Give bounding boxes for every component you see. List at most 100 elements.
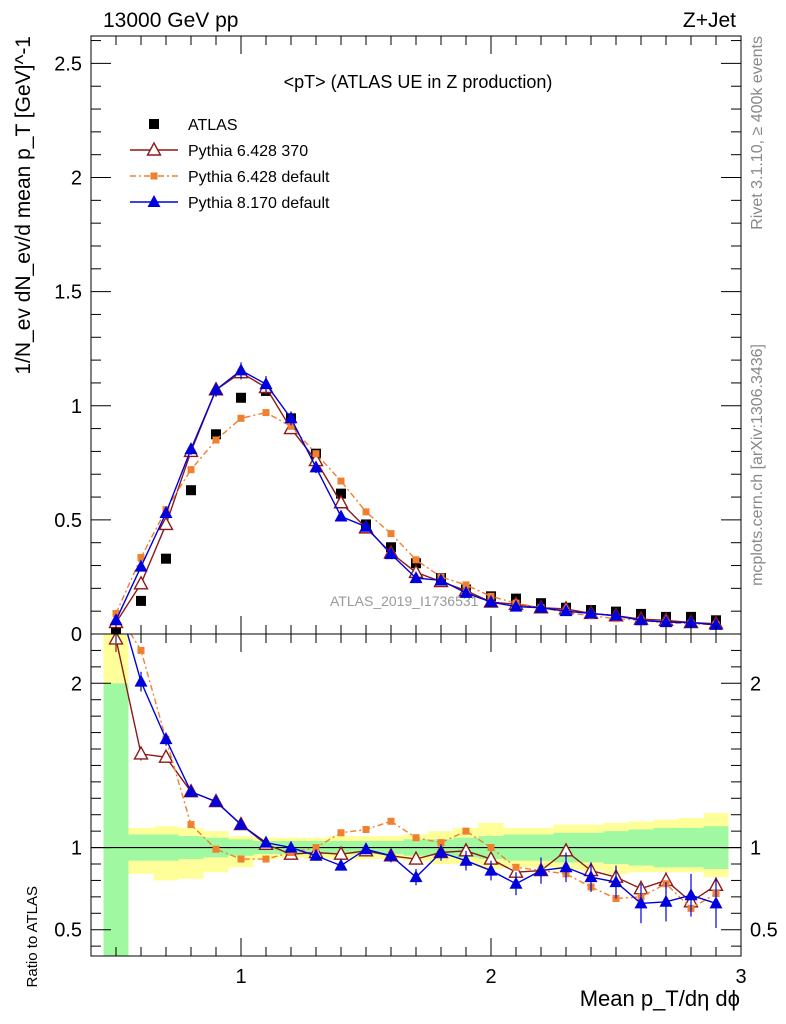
legend-marker [149, 119, 159, 129]
ratio-y-tick-label-right: 0.5 [750, 920, 778, 942]
data-point [211, 429, 221, 440]
analysis-watermark: ATLAS_2019_I1736531 [330, 593, 479, 609]
data-point [337, 477, 345, 485]
y-tick-label: 1.5 [54, 282, 82, 304]
axis-tick-labels: 1 2 3 0 0.5 1 1.5 2 2.5 0.5 0.5 1 1 2 2 [54, 53, 778, 988]
data-point [212, 845, 220, 853]
legend-label: Pythia 6.428 370 [188, 143, 308, 160]
data-point [284, 411, 298, 424]
data-point [137, 554, 145, 562]
data-point [234, 817, 248, 830]
data-point [462, 581, 470, 589]
series-pythia-8-170-default [109, 362, 723, 630]
data-point [158, 748, 174, 763]
legend-marker [150, 172, 158, 180]
data-point [309, 848, 323, 861]
data-point [559, 860, 573, 873]
data-point [659, 894, 673, 907]
data-point [209, 382, 223, 395]
data-point [184, 784, 198, 797]
data-point [187, 466, 195, 474]
data-point [359, 519, 373, 532]
main-panel-series [108, 362, 724, 634]
legend-entry: ATLAS [149, 117, 238, 134]
data-point [362, 508, 370, 516]
legend-label: Pythia 6.428 default [188, 169, 330, 186]
legend-entry: Pythia 8.170 default [130, 195, 330, 212]
x-tick-label: 1 [235, 966, 246, 988]
data-point [359, 842, 373, 855]
header-process: Z+Jet [683, 9, 736, 32]
data-point [584, 606, 598, 619]
data-point [709, 896, 723, 909]
legend-marker [147, 195, 161, 207]
data-point [209, 794, 223, 807]
data-point [709, 617, 723, 630]
data-point [462, 827, 470, 835]
main-y-axis-label: 1/N_ev dN_ev/d mean p_T [GeV]^-1 [12, 36, 35, 375]
data-point [634, 613, 648, 626]
band-stat-bin [103, 683, 129, 956]
ratio-panel-series [108, 634, 724, 929]
data-point [434, 845, 448, 858]
data-point [684, 888, 698, 901]
series-pythia-8-170-default [126, 634, 723, 929]
data-point [158, 515, 174, 531]
data-point [133, 575, 149, 590]
y-tick-label: 2 [71, 168, 82, 190]
ratio-y-axis-label: Ratio to ATLAS [24, 886, 41, 987]
legend-entry: Pythia 6.428 default [130, 169, 330, 186]
ratio-y-tick-label-right: 2 [750, 673, 761, 695]
data-point [237, 414, 245, 422]
data-point [334, 858, 348, 871]
series-line [115, 369, 717, 626]
data-point [387, 817, 395, 825]
data-point [434, 573, 448, 586]
data-point [384, 547, 398, 560]
legend-label: ATLAS [188, 117, 238, 134]
data-point [184, 442, 198, 455]
data-point [212, 436, 220, 444]
data-point [362, 826, 370, 833]
data-point [684, 615, 698, 628]
data-point [512, 863, 520, 871]
data-point [334, 509, 348, 522]
data-point [509, 599, 523, 612]
data-point [437, 839, 445, 847]
data-point [634, 896, 648, 909]
y-tick-label: 0 [71, 624, 82, 646]
data-point [109, 613, 123, 626]
x-tick-label: 2 [485, 966, 496, 988]
series-line [115, 371, 717, 625]
data-point [336, 488, 346, 499]
data-point [459, 853, 473, 866]
data-point [534, 863, 548, 876]
data-point [459, 585, 473, 598]
data-point [659, 615, 673, 628]
data-point [412, 556, 420, 564]
data-point [412, 834, 420, 842]
ratio-y-tick-label-right: 1 [750, 838, 761, 860]
data-point [262, 855, 270, 863]
data-point [134, 674, 148, 687]
y-tick-label: 2.5 [54, 53, 82, 75]
mcplots-label: mcplots.cern.ch [arXiv:1306.3436] [749, 344, 766, 586]
ratio-y-tick-label: 2 [71, 673, 82, 695]
data-point [312, 450, 320, 458]
legend-marker [146, 141, 162, 156]
data-point [134, 559, 148, 572]
data-point [487, 844, 495, 852]
data-point [262, 409, 270, 417]
data-point [333, 494, 349, 509]
data-point [309, 460, 323, 473]
data-point [387, 530, 395, 538]
rivet-label: Rivet 3.1.10, ≥ 400k events [749, 36, 766, 230]
data-point [559, 604, 573, 617]
x-axis-label: Mean p_T/dη dϕ [580, 986, 740, 1011]
data-point [234, 363, 248, 376]
data-point [509, 876, 523, 889]
main-panel-title: <pT> (ATLAS UE in Z production) [284, 72, 553, 92]
header-energy: 13000 GeV pp [103, 9, 238, 32]
data-point [186, 485, 196, 496]
